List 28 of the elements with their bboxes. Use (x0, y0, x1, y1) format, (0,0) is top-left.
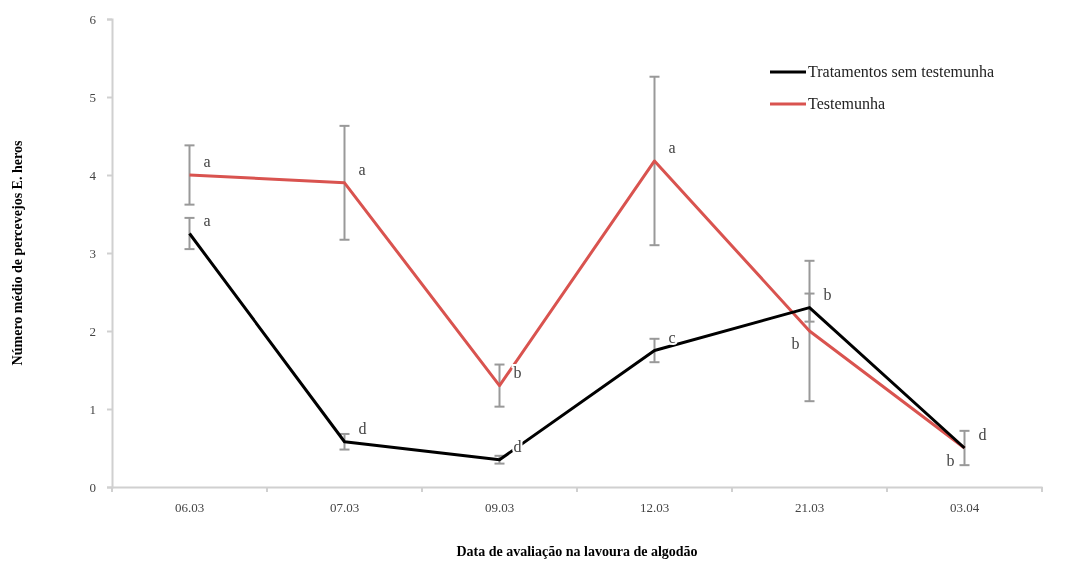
y-tick-label: 4 (89, 167, 97, 183)
x-tick-label: 21.03 (794, 500, 825, 516)
y-tick-label: 1 (89, 401, 96, 417)
annotation: c (668, 328, 676, 346)
x-tick-label: 12.03 (639, 500, 670, 516)
x-axis-title: Data de avaliação na lavoura de algodão (456, 544, 698, 559)
y-tick-label: 2 (89, 323, 96, 339)
annotation: a (358, 160, 366, 178)
annotation: a (668, 138, 676, 156)
annotation: a (203, 153, 211, 170)
y-tick-label: 6 (89, 11, 97, 27)
annotation: d (358, 419, 367, 437)
x-tick-label: 06.03 (174, 500, 205, 516)
annotation: a (203, 211, 211, 229)
annotation: b (823, 285, 832, 303)
x-tick-label: 03.04 (949, 500, 980, 516)
y-tick-label: 5 (89, 89, 96, 105)
annotation: b (513, 363, 522, 381)
annotation: b (946, 452, 955, 469)
y-axis-title: Número médio de percevejos E. heros (10, 140, 25, 366)
legend-label: Tratamentos sem testemunha (808, 63, 995, 80)
annotation: d (978, 426, 987, 443)
y-tick-label: 0 (89, 479, 96, 495)
legend-label: Testemunha (808, 95, 886, 112)
x-tick-label: 07.03 (329, 500, 360, 516)
x-tick-label: 09.03 (484, 500, 515, 516)
annotation: b (791, 335, 800, 352)
y-tick-label: 3 (89, 245, 96, 261)
